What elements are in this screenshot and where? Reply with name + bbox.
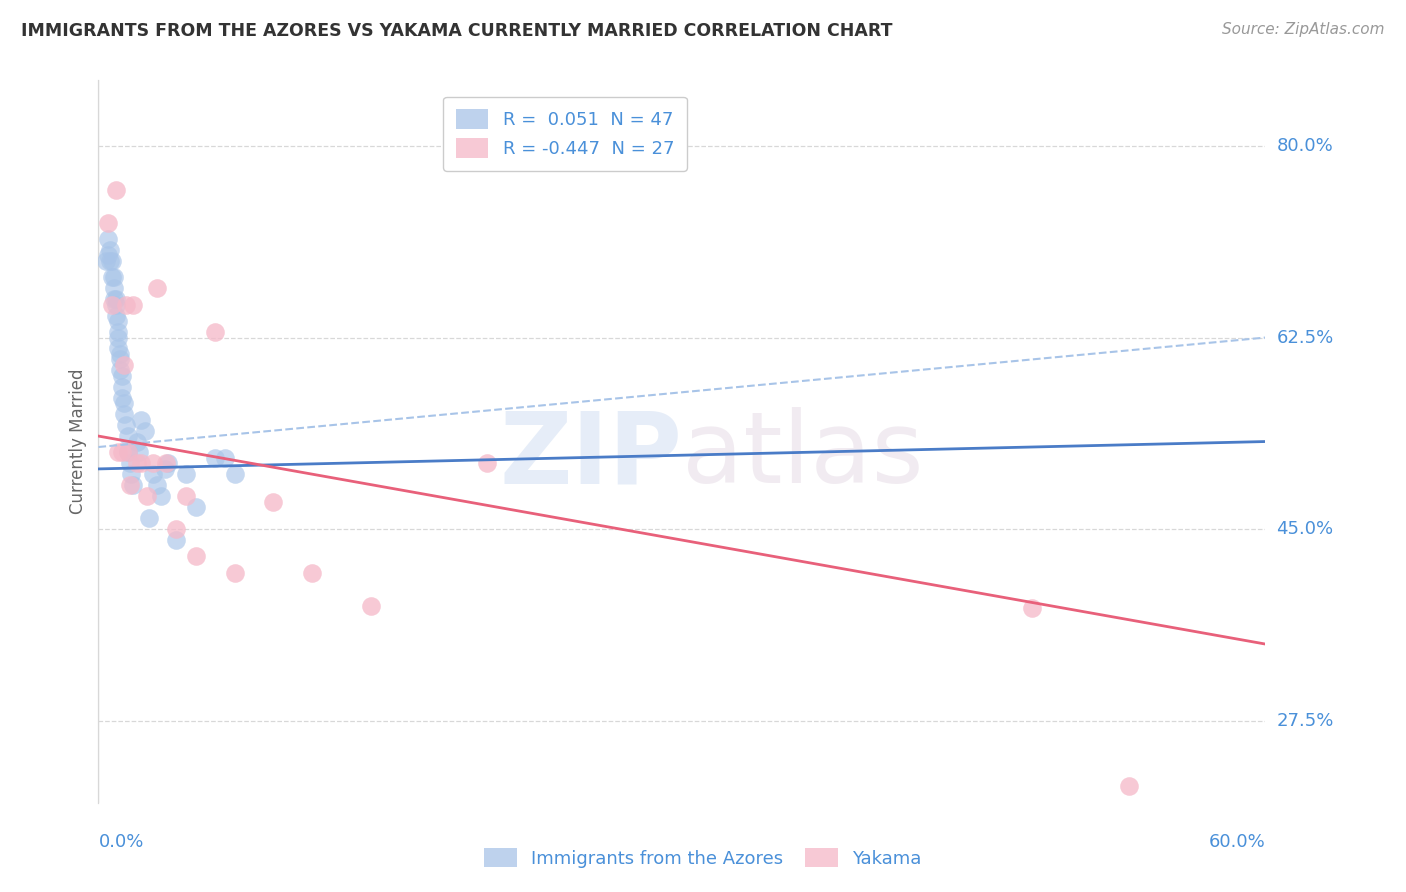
Point [129, 457, 152, 471]
Point [97, 232, 120, 246]
Point [477, 457, 499, 471]
Point [118, 457, 141, 471]
Point [118, 478, 141, 492]
Point [122, 478, 145, 492]
Point [138, 511, 160, 525]
Point [1021, 601, 1043, 615]
Point [146, 478, 169, 492]
Point [112, 407, 135, 421]
Point [224, 467, 246, 482]
Point [108, 363, 131, 377]
Point [107, 342, 129, 356]
Point [184, 549, 207, 564]
Point [153, 462, 176, 476]
Point [204, 325, 226, 339]
Point [184, 500, 207, 515]
Point [174, 467, 197, 482]
Text: atlas: atlas [682, 408, 924, 505]
Point [114, 418, 136, 433]
Point [122, 298, 145, 312]
Point [101, 253, 124, 268]
Point [104, 292, 127, 306]
Point [111, 445, 134, 459]
Point [97, 216, 120, 230]
Point [111, 380, 134, 394]
Point [111, 391, 134, 405]
Point [165, 533, 187, 547]
Point [134, 424, 156, 438]
Text: IMMIGRANTS FROM THE AZORES VS YAKAMA CURRENTLY MARRIED CORRELATION CHART: IMMIGRANTS FROM THE AZORES VS YAKAMA CUR… [21, 22, 893, 40]
Point [129, 412, 152, 426]
Point [107, 330, 129, 344]
Point [174, 489, 197, 503]
Point [112, 396, 135, 410]
Text: 27.5%: 27.5% [1277, 712, 1334, 730]
Point [142, 457, 165, 471]
Point [103, 270, 125, 285]
Point [127, 434, 149, 449]
Point [136, 489, 159, 503]
Point [96, 253, 118, 268]
Point [262, 494, 284, 508]
Point [107, 314, 129, 328]
Point [1118, 780, 1140, 794]
Point [155, 457, 177, 471]
Text: Source: ZipAtlas.com: Source: ZipAtlas.com [1222, 22, 1385, 37]
Text: 80.0%: 80.0% [1277, 137, 1333, 155]
Point [97, 248, 120, 262]
Point [114, 298, 136, 312]
Point [301, 566, 323, 580]
Point [104, 309, 127, 323]
Text: ZIP: ZIP [499, 408, 682, 505]
Legend: R =  0.051  N = 47, R = -0.447  N = 27: R = 0.051 N = 47, R = -0.447 N = 27 [443, 96, 688, 170]
Point [107, 445, 129, 459]
Point [98, 253, 121, 268]
Point [98, 243, 121, 257]
Point [117, 429, 139, 443]
Point [224, 566, 246, 580]
Point [108, 347, 131, 361]
Text: 60.0%: 60.0% [1209, 833, 1265, 851]
Point [107, 325, 129, 339]
Point [165, 522, 187, 536]
Point [103, 281, 125, 295]
Point [117, 445, 139, 459]
Point [121, 467, 143, 482]
Text: 45.0%: 45.0% [1277, 520, 1334, 538]
Point [117, 445, 139, 459]
Point [104, 298, 127, 312]
Point [142, 467, 165, 482]
Point [214, 450, 236, 465]
Point [127, 457, 149, 471]
Point [101, 270, 124, 285]
Point [104, 183, 127, 197]
Point [204, 450, 226, 465]
Point [103, 292, 125, 306]
Point [146, 281, 169, 295]
Legend: Immigrants from the Azores, Yakama: Immigrants from the Azores, Yakama [474, 837, 932, 879]
Point [360, 599, 382, 613]
Point [128, 445, 150, 459]
Y-axis label: Currently Married: Currently Married [69, 368, 87, 515]
Text: 62.5%: 62.5% [1277, 328, 1334, 346]
Point [108, 352, 131, 367]
Point [101, 298, 124, 312]
Point [112, 358, 135, 372]
Text: 0.0%: 0.0% [98, 833, 143, 851]
Point [157, 457, 180, 471]
Point [111, 368, 134, 383]
Point [149, 489, 172, 503]
